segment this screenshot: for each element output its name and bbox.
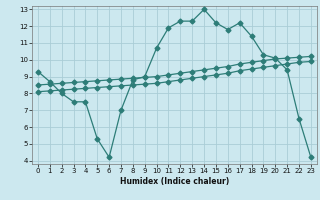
X-axis label: Humidex (Indice chaleur): Humidex (Indice chaleur) <box>120 177 229 186</box>
